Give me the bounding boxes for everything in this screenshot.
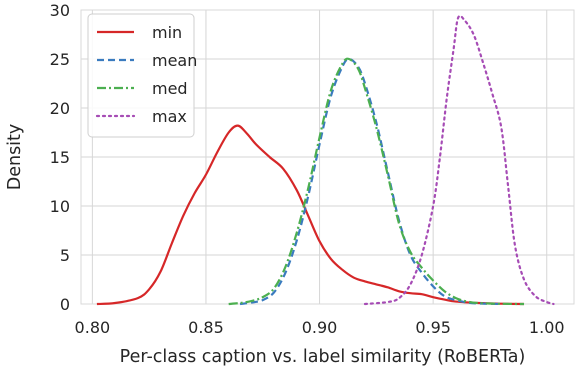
y-tick-label: 15 bbox=[50, 148, 70, 167]
plot-area-frame bbox=[80, 9, 575, 305]
y-axis-label: Density bbox=[5, 124, 25, 191]
y-tick-label: 25 bbox=[50, 50, 70, 69]
legend-label-med: med bbox=[152, 79, 188, 98]
series-line-min bbox=[96, 124, 525, 306]
legend-box bbox=[87, 13, 195, 138]
y-axis-ticks: 0 5 10 15 20 25 30 bbox=[50, 1, 70, 314]
x-tick-label: 0.80 bbox=[75, 318, 111, 337]
x-axis-ticks: 0.80 0.85 0.90 0.95 1.00 bbox=[75, 318, 565, 337]
y-tick-label: 20 bbox=[50, 99, 70, 118]
legend-label-min: min bbox=[152, 23, 182, 42]
series-layer bbox=[96, 14, 555, 306]
y-tick-label: 10 bbox=[50, 197, 70, 216]
x-tick-label: 0.85 bbox=[188, 318, 224, 337]
legend-label-mean: mean bbox=[152, 51, 197, 70]
y-tick-label: 0 bbox=[60, 295, 70, 314]
y-tick-label: 30 bbox=[50, 1, 70, 20]
series-line-max bbox=[363, 14, 555, 306]
legend: min mean med max bbox=[87, 13, 197, 138]
x-tick-label: 0.90 bbox=[302, 318, 338, 337]
series-line-med bbox=[228, 57, 525, 306]
y-tick-label: 5 bbox=[60, 246, 70, 265]
x-tick-label: 0.95 bbox=[415, 318, 451, 337]
x-tick-label: 1.00 bbox=[529, 318, 565, 337]
legend-label-max: max bbox=[152, 107, 187, 126]
series-line-mean bbox=[239, 57, 502, 306]
x-axis-label: Per-class caption vs. label similarity (… bbox=[120, 347, 526, 367]
